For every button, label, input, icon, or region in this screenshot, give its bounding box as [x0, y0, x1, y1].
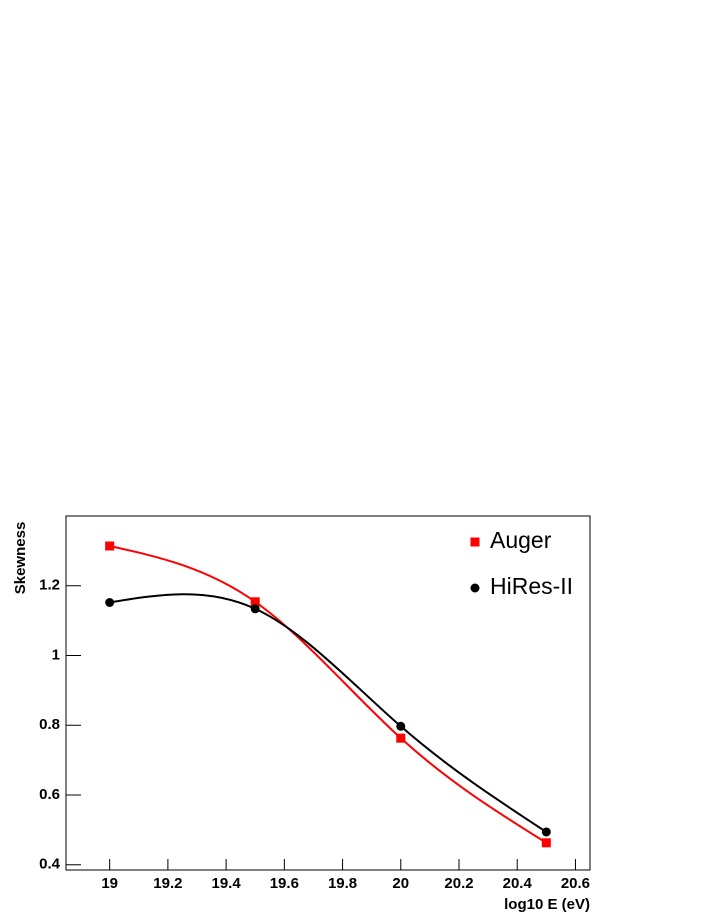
x-tick-label: 20 — [392, 875, 409, 892]
marker — [541, 827, 551, 837]
y-tick-label: 0.8 — [39, 716, 60, 733]
x-tick-label: 20.2 — [444, 875, 473, 892]
x-tick-label: 19.4 — [212, 875, 242, 892]
y-tick-label: 1 — [52, 646, 60, 663]
y-tick-label: 0.6 — [39, 786, 60, 803]
x-axis-label: log10 E (eV) — [504, 896, 590, 913]
y-tick-label: 1.2 — [39, 577, 60, 594]
x-tick-label: 19 — [101, 875, 118, 892]
series-line — [109, 545, 547, 844]
x-tick-label: 19.2 — [153, 875, 182, 892]
y-axis-label: Skewness — [12, 522, 29, 595]
marker — [541, 838, 551, 848]
plot-frame — [65, 515, 591, 871]
marker — [250, 604, 260, 614]
marker — [250, 597, 260, 607]
marker — [105, 597, 115, 607]
y-tick-label: 0.4 — [39, 856, 61, 873]
x-tick-label: 19.6 — [270, 875, 299, 892]
legend-label: HiRes-II — [490, 573, 573, 599]
marker — [105, 541, 115, 551]
x-tick-label: 19.8 — [328, 875, 357, 892]
legend-marker — [470, 537, 480, 547]
legend-marker — [470, 583, 480, 593]
legend-label: Auger — [490, 527, 552, 553]
marker — [396, 733, 406, 743]
x-tick-label: 20.6 — [561, 875, 590, 892]
x-tick-label: 20.4 — [503, 875, 533, 892]
series-line — [109, 593, 547, 833]
marker — [396, 721, 406, 731]
